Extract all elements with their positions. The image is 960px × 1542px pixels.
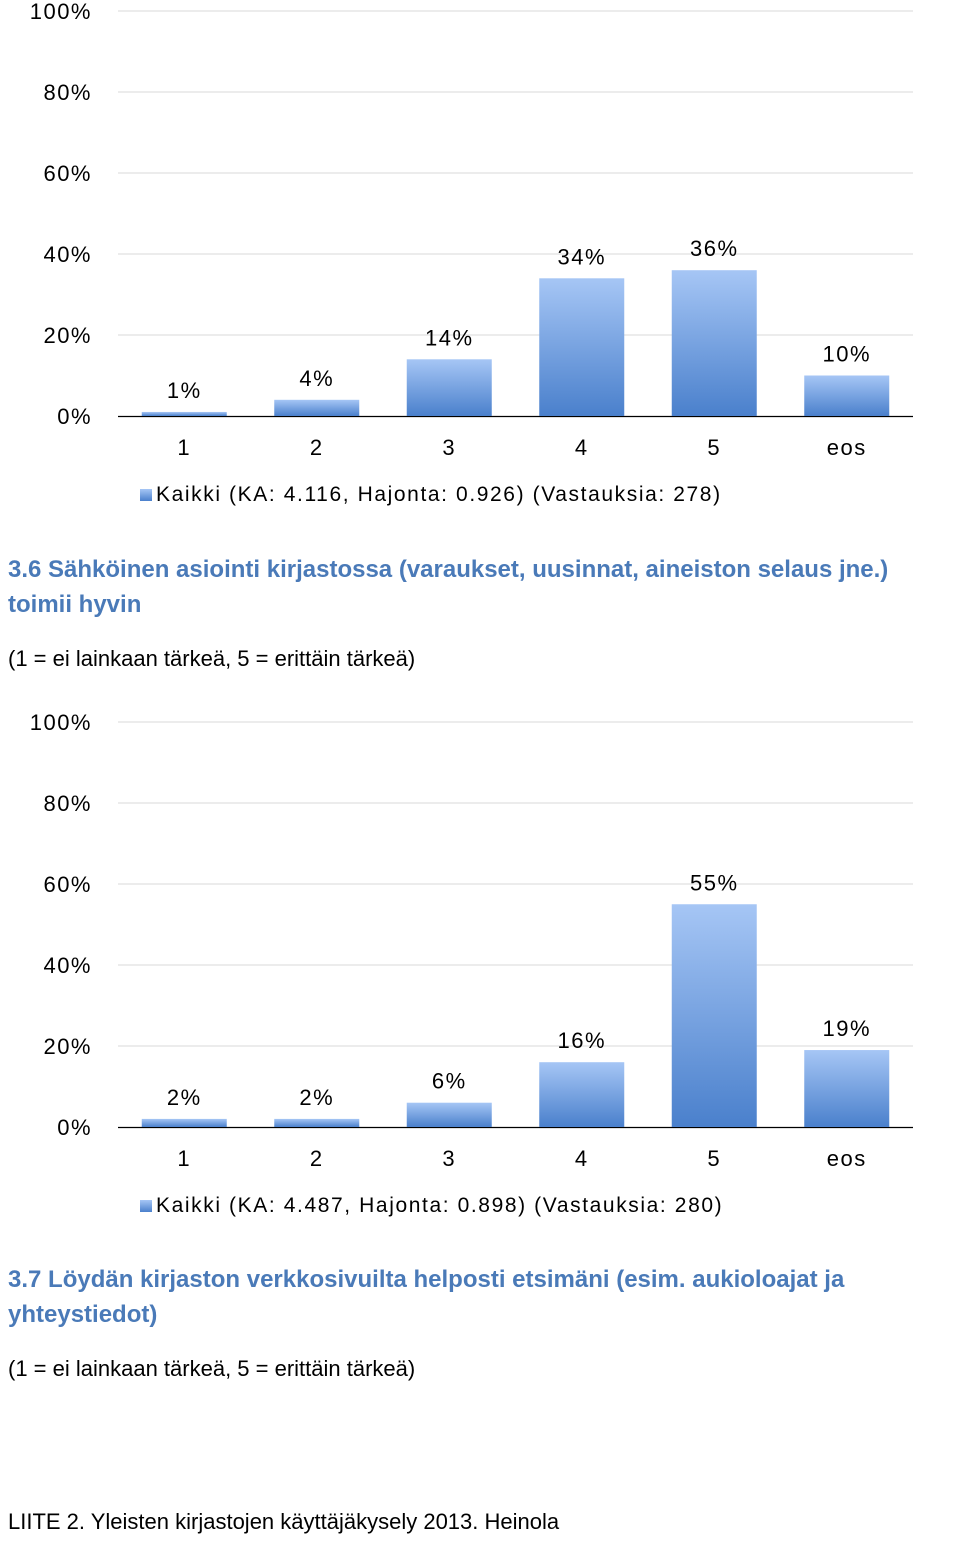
data-label: 55% xyxy=(690,870,739,895)
bar-2 xyxy=(274,399,360,416)
data-label: 4% xyxy=(299,366,334,391)
y-tick-label: 0% xyxy=(57,1115,92,1140)
x-tick-label: 1 xyxy=(177,1146,191,1171)
bar-4 xyxy=(539,278,625,416)
x-tick-label: 3 xyxy=(442,435,456,460)
y-tick-label: 40% xyxy=(43,953,92,978)
section-3-7-scale: (1 = ei lainkaan tärkeä, 5 = erittäin tä… xyxy=(8,1356,416,1381)
bar-eos xyxy=(804,375,890,416)
x-tick-label: 5 xyxy=(707,435,721,460)
bar-2 xyxy=(274,1118,360,1127)
legend-label: Kaikki (KA: 4.116, Hajonta: 0.926) (Vast… xyxy=(156,483,722,506)
bar-3 xyxy=(406,1102,492,1127)
bar-chart-svg: 0%20%40%60%80%100%1%14%214%334%436%510%e… xyxy=(30,0,913,506)
section-3-6-scale: (1 = ei lainkaan tärkeä, 5 = erittäin tä… xyxy=(8,646,416,671)
y-tick-label: 20% xyxy=(43,323,92,348)
legend-swatch xyxy=(140,489,152,501)
bar-chart-svg: 0% 20% 40% 60% 80% 100% 2% 1 2% 2 6% 3 16% 4 55% 5 19% eo… xyxy=(30,711,913,1217)
x-tick-label: 2 xyxy=(310,435,324,460)
bar-4 xyxy=(539,1062,625,1127)
data-label: 19% xyxy=(822,1016,871,1041)
x-tick-label: eos xyxy=(827,435,867,460)
page-footer: LIITE 2. Yleisten kirjastojen käyttäjäky… xyxy=(8,1509,560,1534)
data-label: 2% xyxy=(167,1085,202,1110)
x-tick-label: eos xyxy=(827,1146,867,1171)
section-3-6-title: 3.6 Sähköinen asiointi kirjastossa (vara… xyxy=(8,556,889,618)
y-tick-label: 60% xyxy=(43,161,92,186)
y-tick-label: 60% xyxy=(43,872,92,897)
legend-label: Kaikki (KA: 4.487, Hajonta: 0.898) (Vast… xyxy=(156,1194,723,1217)
data-label: 2% xyxy=(299,1085,334,1110)
chart-3-6: 0% 20% 40% 60% 80% 100% 2% 1 2% 2 6% 3 16% 4 55% 5 19% eo… xyxy=(0,711,960,1231)
x-tick-label: 3 xyxy=(442,1146,456,1171)
y-tick-label: 80% xyxy=(43,80,92,105)
bar-1 xyxy=(141,1118,227,1127)
section-3-7-title: 3.7 Löydän kirjaston verkkosivuilta help… xyxy=(8,1266,845,1328)
bar-5 xyxy=(671,270,757,416)
y-tick-label: 100% xyxy=(30,711,92,735)
legend-swatch xyxy=(140,1200,152,1212)
data-label: 10% xyxy=(822,342,871,367)
chart-3-5: 0% 20% 40% 60% 80% 100% 1% 1 4% 2 14% 3 34% 4 36% 5 10% e… xyxy=(0,0,960,520)
y-tick-label: 100% xyxy=(30,0,92,24)
data-label: 6% xyxy=(432,1069,467,1094)
y-tick-label: 0% xyxy=(57,404,92,429)
data-label: 34% xyxy=(557,244,606,269)
x-tick-label: 4 xyxy=(575,1146,589,1171)
data-label: 14% xyxy=(425,325,474,350)
bar-3 xyxy=(406,359,492,416)
y-tick-label: 80% xyxy=(43,791,92,816)
data-label: 1% xyxy=(167,378,202,403)
y-tick-label: 20% xyxy=(43,1034,92,1059)
data-label: 16% xyxy=(557,1028,606,1053)
bar-eos xyxy=(804,1050,890,1127)
data-label: 36% xyxy=(690,236,739,261)
x-tick-label: 1 xyxy=(177,435,191,460)
x-tick-label: 2 xyxy=(310,1146,324,1171)
bar-5 xyxy=(671,904,757,1127)
y-tick-label: 40% xyxy=(43,242,92,267)
x-tick-label: 5 xyxy=(707,1146,721,1171)
bar-1 xyxy=(141,411,227,416)
x-tick-label: 4 xyxy=(575,435,589,460)
